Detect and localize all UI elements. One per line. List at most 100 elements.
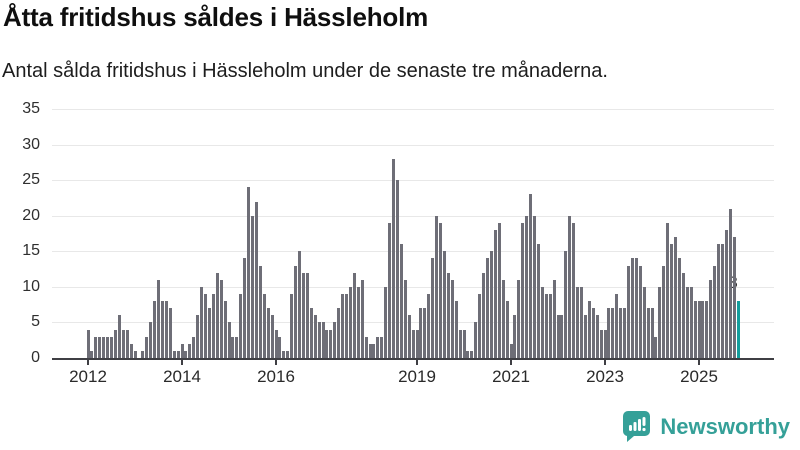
- bar-61: [325, 329, 329, 358]
- x-tick-2025: [698, 359, 700, 365]
- bar-16: [149, 322, 153, 358]
- bar-41: [247, 187, 251, 358]
- bar-133: [607, 308, 611, 358]
- bar-71: [364, 336, 368, 358]
- bar-12: [133, 350, 137, 358]
- bar-153: [685, 286, 689, 358]
- bar-22: [172, 350, 176, 358]
- bar-65: [341, 293, 345, 358]
- bar-100: [478, 293, 482, 358]
- bar-80: [399, 244, 403, 358]
- bar-10: [125, 329, 129, 358]
- bar-138: [627, 265, 630, 358]
- bar-60: [321, 322, 325, 358]
- bar-5: [106, 336, 110, 358]
- x-tick-2016: [275, 359, 277, 365]
- bar-76: [384, 286, 388, 358]
- gridline-10: [52, 286, 774, 288]
- bar-3: [98, 336, 102, 358]
- bar-120: [556, 315, 560, 358]
- bar-86: [423, 308, 427, 358]
- bar-84: [415, 329, 419, 358]
- bar-63: [333, 322, 337, 358]
- bar-142: [642, 286, 646, 358]
- bar-104: [493, 229, 497, 358]
- bar-48: [274, 329, 278, 358]
- newsworthy-logo: Newsworthy: [622, 410, 790, 443]
- bar-18: [157, 279, 160, 358]
- bar-121: [560, 315, 564, 358]
- bar-77: [388, 222, 392, 358]
- y-axis-label-5: 5: [31, 313, 40, 331]
- gridline-5: [52, 322, 774, 324]
- x-axis-label-2023: 2023: [586, 367, 624, 386]
- bar-45: [262, 293, 266, 358]
- gridline-25: [52, 180, 774, 182]
- bar-58: [313, 315, 317, 358]
- bar-140: [634, 258, 638, 358]
- bar-145: [654, 336, 658, 358]
- bar-34: [219, 279, 223, 358]
- bar-11: [129, 343, 133, 358]
- bar-57: [309, 308, 313, 358]
- plot-area: 8: [52, 109, 774, 360]
- bar-67: [348, 286, 352, 358]
- bar-91: [442, 251, 446, 358]
- bar-35: [223, 301, 227, 358]
- bar-29: [200, 286, 204, 358]
- bar-19: [160, 301, 164, 358]
- bar-66: [345, 293, 348, 358]
- bar-31: [207, 308, 211, 358]
- bar-155: [693, 301, 697, 358]
- bar-75: [380, 336, 384, 358]
- bar-88: [431, 258, 435, 358]
- bar-137: [623, 308, 627, 358]
- bar-141: [638, 265, 642, 358]
- bar-85: [419, 308, 423, 358]
- bar-96: [462, 329, 466, 358]
- bar-4: [102, 336, 106, 358]
- bar-134: [611, 308, 615, 358]
- bar-92: [446, 272, 450, 358]
- x-tick-2012: [87, 359, 89, 365]
- bar-136: [619, 308, 623, 358]
- bar-152: [681, 272, 685, 358]
- bar-162: [721, 244, 724, 358]
- gridline-15: [52, 251, 774, 253]
- gridline-35: [52, 109, 774, 110]
- bar-27: [192, 336, 196, 358]
- bar-146: [658, 286, 662, 358]
- bar-108: [509, 343, 513, 358]
- bar-95: [458, 329, 462, 358]
- x-axis-label-2019: 2019: [398, 367, 436, 386]
- bar-53: [294, 265, 298, 358]
- bar-110: [517, 279, 521, 358]
- bar-147: [662, 265, 666, 358]
- bar-156: [697, 301, 701, 358]
- bar-7: [113, 329, 117, 358]
- bar-115: [536, 244, 540, 358]
- bar-106: [501, 279, 505, 358]
- bar-117: [544, 293, 548, 358]
- bar-28: [196, 315, 200, 358]
- bar-151: [677, 258, 681, 358]
- bar-30: [204, 293, 207, 358]
- bar-highlight-latest: [736, 301, 740, 358]
- bar-74: [376, 336, 380, 358]
- bar-90: [439, 222, 442, 358]
- bar-36: [227, 322, 231, 358]
- bar-37: [231, 336, 235, 358]
- bar-125: [576, 286, 580, 358]
- bar-127: [583, 315, 587, 358]
- bar-164: [728, 208, 732, 358]
- bar-47: [270, 315, 274, 358]
- bar-2: [94, 336, 98, 358]
- bar-82: [407, 315, 411, 358]
- bar-20: [164, 301, 168, 358]
- bar-14: [141, 350, 145, 358]
- bar-144: [650, 308, 654, 358]
- bar-24: [180, 343, 184, 358]
- bar-51: [286, 350, 290, 358]
- bar-42: [251, 215, 254, 358]
- bar-6: [110, 336, 113, 358]
